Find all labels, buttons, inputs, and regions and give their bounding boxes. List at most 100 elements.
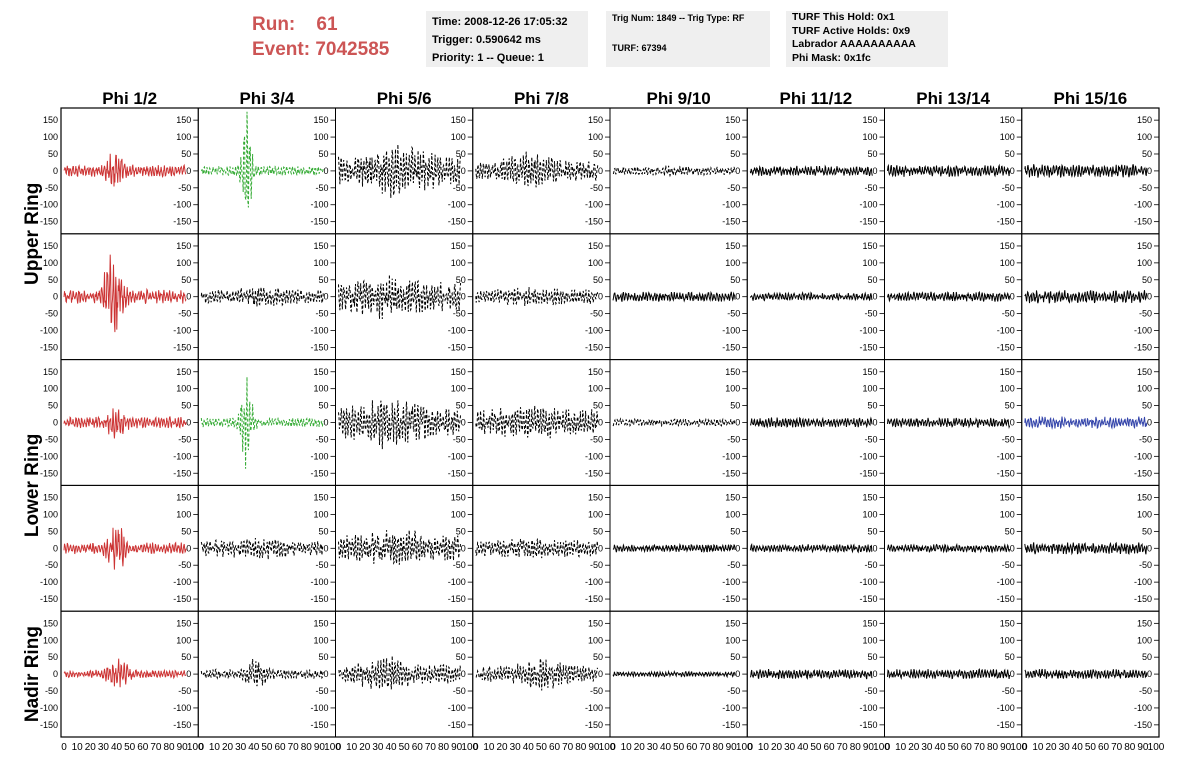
y-tick-label: 50	[318, 526, 328, 536]
y-tick-label: 100	[176, 635, 191, 645]
y-tick-label: -50	[453, 686, 466, 696]
waveform-trace	[887, 290, 1011, 303]
waveform-trace	[338, 400, 462, 450]
y-tick-label: 100	[43, 509, 58, 519]
waveform-trace	[63, 153, 187, 187]
waveform-panel: -150 -100 -50 0 50 100 150	[609, 484, 748, 612]
x-tick-label: 80	[712, 742, 724, 753]
y-tick-label: -150	[40, 342, 58, 352]
y-tick-label: -50	[590, 309, 603, 319]
y-tick-label: -150	[722, 720, 740, 730]
y-tick-label: 50	[181, 526, 191, 536]
x-tick-label: 0	[198, 742, 204, 753]
y-tick-label: -50	[178, 560, 191, 570]
y-tick-label: -150	[859, 217, 877, 227]
waveform-panel: -150 -100 -50 0 50 100 150	[197, 610, 336, 738]
x-tick-label: 100	[736, 742, 753, 753]
y-tick-label: -50	[453, 309, 466, 319]
waveform-trace	[887, 542, 1011, 554]
column-title: Phi 11/12	[779, 89, 852, 108]
y-tick-label: -100	[448, 326, 466, 336]
x-tick-label: 0	[336, 742, 342, 753]
y-tick-label: -50	[727, 309, 740, 319]
y-tick-label: -100	[859, 577, 877, 587]
x-tick-label: 100	[1010, 742, 1027, 753]
x-tick-label: 20	[359, 742, 371, 753]
y-tick-label: -100	[310, 200, 328, 210]
y-tick-label: -150	[173, 217, 191, 227]
y-tick-label: -150	[722, 594, 740, 604]
waveform-panel: -150 -150 -100 -100 -50 -50 0 0 50 50 100 100 150 150	[40, 484, 199, 612]
y-tick-label: -100	[722, 577, 740, 587]
y-tick-label: 100	[588, 258, 603, 268]
y-tick-label: 100	[313, 509, 328, 519]
y-tick-label: -50	[1139, 309, 1152, 319]
y-tick-label: 0	[53, 418, 58, 428]
y-tick-label: 0	[53, 543, 58, 553]
waveform-panel: -150 -100 -50 0 50 100 150	[884, 107, 1023, 235]
x-tick-label: 50	[124, 742, 136, 753]
waveform-trace	[612, 290, 736, 303]
y-tick-label: 100	[1000, 258, 1015, 268]
y-tick-label: -50	[727, 560, 740, 570]
y-tick-label: 100	[313, 635, 328, 645]
x-tick-label: 0	[61, 742, 67, 753]
y-tick-label: -100	[585, 326, 603, 336]
y-tick-label: -100	[1134, 200, 1152, 210]
waveform-trace	[63, 658, 187, 688]
y-tick-label: -100	[310, 577, 328, 587]
y-tick-label: 100	[1137, 132, 1152, 142]
y-tick-label: -100	[997, 577, 1015, 587]
x-tick-label: 60	[412, 742, 424, 753]
waveform-trace	[887, 163, 1011, 178]
y-tick-label: 150	[176, 493, 191, 503]
y-tick-label: 150	[725, 115, 740, 125]
panel-border	[609, 484, 748, 612]
y-tick-label: -100	[997, 451, 1015, 461]
phi-mask-text: Phi Mask: 0x1fc	[792, 51, 871, 64]
y-tick-label: 50	[867, 652, 877, 662]
y-tick-label: 150	[43, 493, 58, 503]
y-tick-label: 0	[872, 292, 877, 302]
y-tick-label: -150	[448, 217, 466, 227]
y-tick-label: -50	[1139, 560, 1152, 570]
y-tick-label: 150	[862, 618, 877, 628]
y-tick-label: 0	[461, 543, 466, 553]
y-tick-label: -100	[173, 326, 191, 336]
x-tick-label: 60	[961, 742, 973, 753]
y-tick-label: 50	[867, 275, 877, 285]
x-tick-label: 60	[549, 742, 561, 753]
y-tick-label: 0	[1010, 292, 1015, 302]
y-tick-label: 100	[451, 258, 466, 268]
waveform-trace	[887, 417, 1011, 430]
waveform-trace	[338, 530, 462, 565]
waveform-panel: -150 -100 -50 0 50 100 150	[335, 359, 474, 486]
panel-border	[335, 610, 474, 738]
waveform-panel: -150 -150 -100 -100 -50 -50 0 0 50 50 100 100 150 150	[40, 107, 199, 235]
waveform-trace	[475, 286, 599, 307]
x-tick-label: 20	[908, 742, 920, 753]
x-tick-label: 20	[85, 742, 97, 753]
run-value: 61	[316, 14, 338, 35]
y-tick-label: -100	[722, 451, 740, 461]
x-tick-label: 0	[885, 742, 891, 753]
y-tick-label: -150	[1134, 720, 1152, 730]
y-tick-label: -150	[585, 720, 603, 730]
turf-hold-text: TURF This Hold: 0x1	[792, 11, 895, 23]
waveform-trace	[475, 151, 599, 188]
y-tick-label: 100	[176, 509, 191, 519]
run-event-box: Run: 61 Event: 7042585	[252, 12, 389, 62]
waveform-panel: -150 -100 -50 0 50 100 150	[197, 484, 336, 612]
y-tick-label: -100	[40, 451, 58, 461]
y-tick-label: 0	[598, 292, 603, 302]
y-tick-label: 100	[862, 509, 877, 519]
y-tick-label: 100	[176, 384, 191, 394]
y-tick-label: -100	[40, 326, 58, 336]
y-tick-label: 0	[1010, 669, 1015, 679]
waveform-panel: -150 -100 -50 0 50 100 150	[472, 610, 611, 738]
y-tick-label: -100	[997, 326, 1015, 336]
y-tick-label: 150	[862, 493, 877, 503]
y-tick-label: 100	[862, 384, 877, 394]
y-tick-label: 150	[588, 241, 603, 251]
